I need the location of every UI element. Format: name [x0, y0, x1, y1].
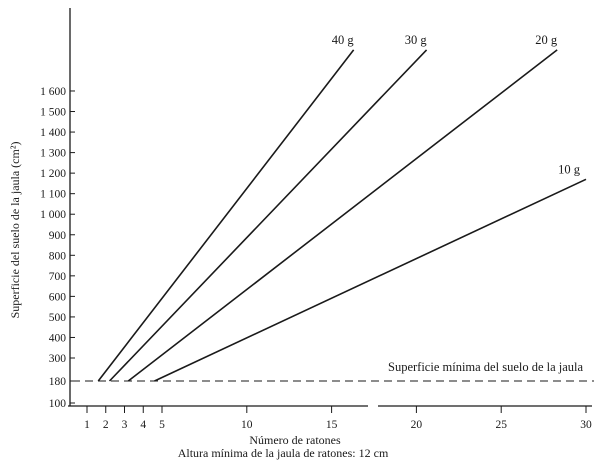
x-axis-title: Número de ratones	[249, 433, 341, 447]
x-tick-label: 15	[326, 419, 338, 431]
y-tick-label: 700	[49, 271, 67, 283]
series-label: 30 g	[405, 33, 428, 47]
x-tick-label: 3	[122, 419, 128, 431]
x-tick-label: 10	[241, 419, 253, 431]
y-tick-label: 1 500	[40, 107, 66, 119]
y-tick-label: 800	[49, 250, 67, 262]
y-tick-label: 300	[49, 353, 67, 365]
y-tick-label: 180	[49, 376, 67, 388]
series-lines	[97, 49, 587, 382]
y-tick-label: 1 200	[40, 168, 66, 180]
y-tick-label: 1 600	[40, 86, 66, 98]
x-tick-label: 25	[495, 419, 507, 431]
series-labels: 40 g 30 g 20 g 10 g	[332, 33, 581, 176]
x-axis-subtitle: Altura mínima de la jaula de ratones: 12…	[178, 446, 389, 460]
axes	[68, 8, 592, 407]
series-label: 40 g	[332, 33, 355, 47]
x-tick-label: 20	[411, 419, 423, 431]
series-label: 20 g	[535, 33, 558, 47]
x-tick-label: 30	[580, 419, 592, 431]
x-axis-ticks: 1 2 3 4 5 10 15 20 25 30	[84, 406, 592, 431]
x-tick-label: 1	[84, 419, 90, 431]
x-tick-label: 5	[159, 419, 165, 431]
x-tick-label: 4	[140, 419, 146, 431]
y-tick-label: 600	[49, 291, 67, 303]
y-tick-label: 100	[49, 398, 67, 410]
y-tick-label: 400	[49, 332, 67, 344]
series-line	[154, 178, 587, 382]
y-tick-label: 1 400	[40, 127, 66, 139]
y-tick-label: 1 300	[40, 148, 66, 160]
y-tick-label: 1 000	[40, 209, 66, 221]
y-axis-title: Superficie del suelo de la jaula (cm²)	[8, 142, 22, 319]
series-label: 10 g	[558, 162, 581, 176]
x-tick-label: 2	[103, 419, 109, 431]
y-tick-label: 1 100	[40, 189, 66, 201]
y-tick-label: 900	[49, 230, 67, 242]
reference-line-label: Superficie mínima del suelo de la jaula	[388, 360, 584, 374]
series-line	[108, 49, 428, 382]
y-tick-label: 500	[49, 312, 67, 324]
series-line	[97, 49, 355, 382]
y-axis-ticks: 100 180 300 400 500 600 700 800 900 1 000 1 100 1 2…	[40, 86, 75, 410]
series-line	[127, 49, 558, 382]
